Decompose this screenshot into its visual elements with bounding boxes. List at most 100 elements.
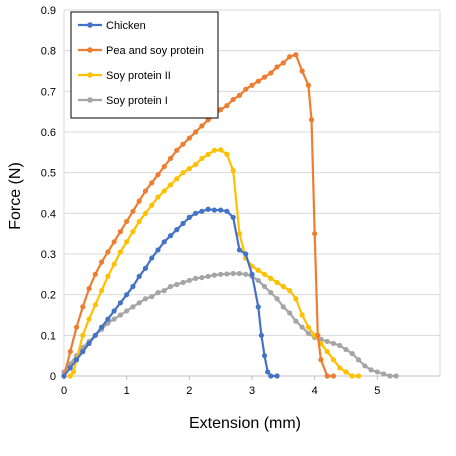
data-point: [117, 312, 123, 318]
data-point: [142, 188, 149, 194]
data-point: [186, 135, 192, 141]
data-point: [142, 296, 149, 302]
data-point: [186, 166, 192, 172]
data-point: [99, 324, 105, 330]
tick-labels: 0 0.1 0.2 0.3 0.4 0.5 0.6 0.7 0.8 0.9 0 1 2 3 4 5: [41, 5, 381, 397]
data-point: [161, 239, 167, 245]
data-point: [193, 210, 199, 216]
data-point: [199, 274, 205, 281]
data-point: [73, 324, 80, 330]
x-axis-title: Extension (mm): [189, 415, 301, 432]
data-point: [124, 218, 130, 225]
data-point: [236, 92, 243, 98]
x-tick-label: 1: [124, 385, 130, 397]
data-point: [80, 332, 86, 338]
series-soy-protein-i: [61, 270, 399, 379]
legend-label: Pea and soy protein: [106, 45, 204, 57]
data-point: [136, 198, 142, 204]
data-point: [167, 155, 174, 162]
data-point: [67, 365, 73, 371]
data-point: [355, 373, 362, 379]
data-point: [211, 207, 217, 213]
data-point: [92, 271, 98, 277]
data-point: [343, 346, 349, 353]
data-point: [305, 324, 311, 330]
data-point: [167, 283, 174, 290]
data-point: [111, 316, 117, 322]
data-point: [218, 207, 224, 213]
data-point: [193, 129, 199, 135]
data-point: [80, 304, 86, 310]
data-point: [324, 338, 330, 345]
data-point: [261, 353, 268, 359]
data-point: [362, 363, 368, 369]
x-tick-label: 0: [61, 385, 67, 397]
data-point: [180, 170, 186, 176]
legend: Chicken Pea and soy protein Soy protein II…: [70, 11, 219, 119]
data-point: [349, 351, 355, 357]
data-point: [280, 304, 286, 310]
data-point: [287, 310, 293, 316]
data-point: [149, 255, 155, 261]
data-point: [99, 259, 105, 265]
data-point: [130, 229, 136, 235]
data-point: [349, 373, 355, 379]
data-point: [167, 182, 174, 188]
data-point: [218, 147, 224, 153]
data-point: [99, 288, 105, 294]
data-point: [293, 52, 299, 58]
data-point: [205, 206, 211, 212]
data-point: [224, 102, 230, 109]
data-point: [287, 288, 293, 294]
data-point: [155, 247, 161, 253]
data-point: [149, 180, 155, 186]
data-point: [130, 208, 136, 214]
data-point: [218, 107, 224, 113]
data-point: [324, 373, 330, 379]
data-point: [111, 261, 117, 267]
data-point: [86, 316, 92, 322]
data-point: [174, 227, 180, 233]
series-layer: [61, 52, 399, 379]
data-point: [280, 60, 286, 66]
x-tick-label: 4: [312, 385, 318, 397]
data-point: [330, 357, 337, 363]
data-point: [255, 267, 261, 273]
data-point: [86, 340, 92, 347]
data-point: [274, 64, 280, 70]
data-point: [155, 290, 161, 296]
data-point: [161, 288, 167, 294]
y-tick-label: 0.6: [41, 127, 56, 139]
data-point: [274, 296, 280, 302]
data-point: [274, 279, 280, 286]
y-tick-label: 0.9: [41, 5, 56, 17]
data-point: [111, 308, 117, 314]
data-point: [368, 367, 374, 373]
legend-swatch-marker: [87, 22, 93, 28]
data-point: [136, 300, 142, 306]
data-point: [61, 373, 67, 379]
data-point: [124, 239, 130, 245]
data-point: [186, 277, 192, 284]
data-point: [105, 249, 111, 255]
data-point: [205, 151, 211, 157]
data-point: [355, 357, 362, 363]
data-point: [130, 304, 136, 310]
legend-label: Soy protein II: [106, 70, 171, 82]
y-tick-label: 0: [50, 371, 56, 383]
data-point: [280, 283, 286, 290]
data-point: [299, 312, 305, 318]
data-point: [381, 371, 387, 377]
y-axis-title: Force (N): [7, 162, 24, 230]
data-point: [73, 357, 80, 363]
data-point: [305, 82, 311, 88]
data-point: [149, 294, 155, 300]
data-point: [224, 208, 230, 214]
y-tick-label: 0.2: [41, 290, 56, 302]
data-point: [111, 239, 117, 245]
series-chicken: [61, 206, 280, 379]
data-point: [117, 249, 123, 255]
data-point: [70, 369, 76, 375]
data-point: [299, 324, 305, 330]
